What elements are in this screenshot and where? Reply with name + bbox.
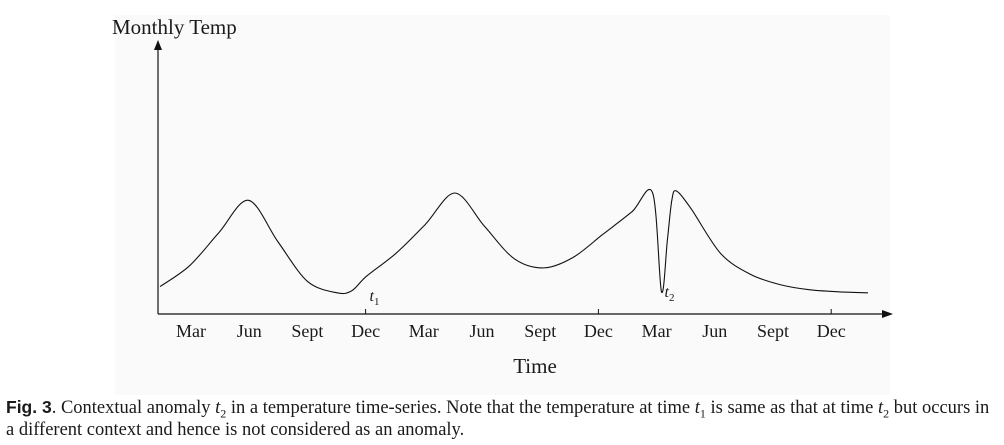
caption-sub-t2-again: 2	[883, 406, 890, 421]
caption-text-3: is same as that at time	[705, 398, 878, 418]
annotation-t1: t1	[370, 288, 380, 308]
x-tick-label: Mar	[176, 321, 206, 341]
x-tick-label: Jun	[702, 321, 727, 341]
caption-var-t2: t	[215, 398, 221, 418]
plot-background	[115, 15, 890, 395]
y-axis-arrow	[154, 40, 162, 50]
x-tick-label: Mar	[409, 321, 439, 341]
caption-var-t2-again: t	[877, 398, 884, 418]
caption-text-2: in a temperature time-series. Note that …	[226, 398, 695, 418]
annotation-t2: t2	[665, 284, 675, 304]
figure: Mar Jun Sept Dec Mar Jun Sept Dec Mar Jun Sept Dec M…	[112, 15, 893, 395]
x-tick-label: Sept	[291, 321, 323, 341]
x-tick-label: Mar	[642, 321, 672, 341]
x-axis-label: Time	[513, 354, 557, 378]
caption-text-1: . Contextual anomaly	[51, 398, 216, 418]
x-tick-label: Jun	[469, 321, 494, 341]
x-tick-label: Sept	[757, 321, 789, 341]
x-axis-arrow	[882, 310, 893, 318]
line-chart: Mar Jun Sept Dec Mar Jun Sept Dec Mar Jun Sept Dec M…	[112, 15, 893, 395]
x-tick-label: Dec	[584, 321, 613, 341]
caption-sub-t2: 2	[220, 406, 227, 421]
temperature-series-line	[159, 189, 869, 295]
caption-label: Fig. 3	[6, 397, 52, 417]
x-tick-label: Dec	[817, 321, 846, 341]
x-tick-label: Jun	[237, 321, 262, 341]
x-tick-label: Sept	[524, 321, 556, 341]
y-axis-label: Monthly Temp	[112, 15, 237, 39]
caption-sub-t1: 1	[699, 406, 706, 421]
x-tick-label: Dec	[351, 321, 380, 341]
figure-caption: Fig. 3. Contextual anomaly t2 in a tempe…	[6, 396, 1001, 441]
caption-text-4: but occurs in a different context and he…	[6, 398, 990, 440]
caption-var-t1: t	[694, 398, 700, 418]
